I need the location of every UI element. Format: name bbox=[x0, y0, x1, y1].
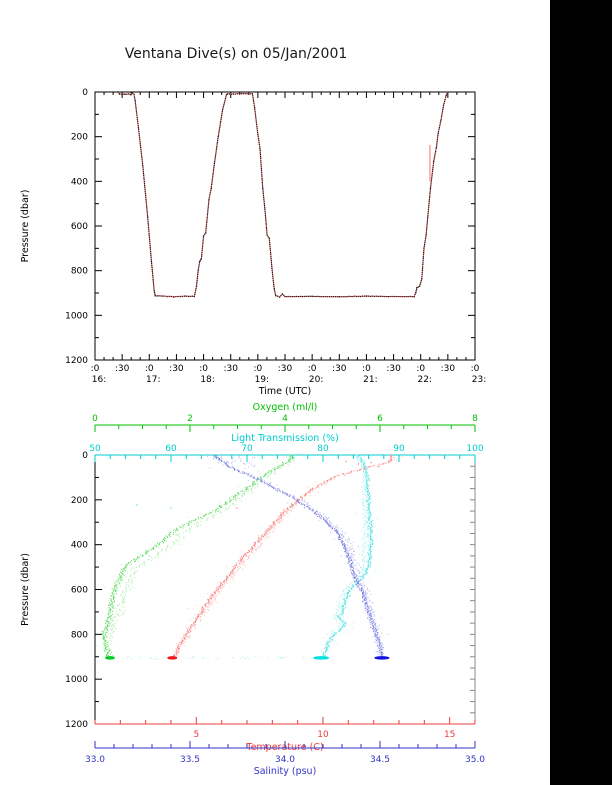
svg-text:1200: 1200 bbox=[65, 356, 88, 366]
svg-text::0: :0 bbox=[91, 364, 100, 374]
svg-text:5: 5 bbox=[193, 730, 199, 740]
svg-text:1000: 1000 bbox=[65, 311, 88, 321]
svg-text:2: 2 bbox=[187, 414, 193, 424]
svg-text::30: :30 bbox=[169, 364, 184, 374]
right-black-band bbox=[550, 0, 612, 785]
svg-text::0: :0 bbox=[362, 364, 371, 374]
svg-text:0: 0 bbox=[82, 88, 88, 98]
svg-text:21:: 21: bbox=[363, 375, 377, 385]
svg-text:34.5: 34.5 bbox=[370, 755, 390, 765]
dive-profile-dots bbox=[117, 91, 449, 298]
top-plot-pressure-axis: 0 200 400 600 800 1000 1200 Pressure (dbar) bbox=[20, 88, 475, 366]
svg-text:8: 8 bbox=[472, 414, 478, 424]
svg-text:0: 0 bbox=[92, 414, 98, 424]
svg-text:19:: 19: bbox=[255, 375, 269, 385]
svg-text:6: 6 bbox=[377, 414, 383, 424]
top-plot-time-axis: :016::30:017::30:018::30:019::30:020::30… bbox=[91, 92, 486, 397]
bottom-plot-pressure-axis: 0 200 400 600 800 1000 1200 Pressure (dbar) bbox=[20, 451, 102, 730]
salinity-axis: 33.0 33.5 34.0 34.5 35.0 Salinity (psu) bbox=[85, 741, 485, 777]
svg-text::30: :30 bbox=[386, 364, 401, 374]
svg-text:400: 400 bbox=[71, 177, 88, 187]
svg-text::0: :0 bbox=[199, 364, 208, 374]
svg-text::30: :30 bbox=[223, 364, 238, 374]
bottom-plot-right-border bbox=[470, 454, 476, 725]
svg-text:33.0: 33.0 bbox=[85, 755, 105, 765]
svg-text:1200: 1200 bbox=[65, 720, 88, 730]
svg-text:600: 600 bbox=[71, 586, 88, 596]
svg-text:10: 10 bbox=[317, 730, 329, 740]
svg-text::0: :0 bbox=[145, 364, 154, 374]
svg-text:Time (UTC): Time (UTC) bbox=[258, 386, 312, 397]
temperature-profile bbox=[167, 454, 403, 660]
svg-text::0: :0 bbox=[308, 364, 317, 374]
oxygen-profile-bottom-blob bbox=[104, 656, 115, 660]
svg-text:23:: 23: bbox=[472, 375, 486, 385]
svg-text:Salinity (psu): Salinity (psu) bbox=[254, 766, 317, 777]
svg-text:60: 60 bbox=[165, 444, 177, 454]
svg-text:17:: 17: bbox=[146, 375, 160, 385]
svg-text:70: 70 bbox=[241, 444, 253, 454]
oxygen-axis: 0 2 4 6 8 Oxygen (ml/l) bbox=[92, 402, 478, 432]
svg-text:600: 600 bbox=[71, 222, 88, 232]
svg-text::0: :0 bbox=[253, 364, 262, 374]
svg-text::30: :30 bbox=[278, 364, 293, 374]
svg-text:200: 200 bbox=[71, 496, 88, 506]
svg-text:Pressure (dbar): Pressure (dbar) bbox=[20, 190, 31, 263]
svg-text::0: :0 bbox=[416, 364, 425, 374]
svg-text:50: 50 bbox=[89, 444, 101, 454]
svg-text::30: :30 bbox=[441, 364, 456, 374]
salinity-profile-bottom-blob bbox=[374, 656, 390, 660]
svg-text:35.0: 35.0 bbox=[465, 755, 485, 765]
light-transmission-axis: 50 60 70 80 90 100 Light Transmission (%) bbox=[89, 433, 484, 462]
svg-text:200: 200 bbox=[71, 133, 88, 143]
svg-text:100: 100 bbox=[466, 444, 483, 454]
svg-text:16:: 16: bbox=[92, 375, 106, 385]
svg-text:90: 90 bbox=[393, 444, 405, 454]
svg-text::30: :30 bbox=[332, 364, 347, 374]
dive-profile-line bbox=[117, 91, 449, 298]
svg-text:800: 800 bbox=[71, 267, 88, 277]
svg-text:Light Transmission (%): Light Transmission (%) bbox=[231, 433, 339, 444]
page-title: Ventana Dive(s) on 05/Jan/2001 bbox=[124, 46, 348, 62]
svg-text:15: 15 bbox=[444, 730, 455, 740]
svg-text:0: 0 bbox=[82, 451, 88, 461]
svg-text::30: :30 bbox=[115, 364, 130, 374]
svg-text:Pressure (dbar): Pressure (dbar) bbox=[20, 553, 31, 626]
svg-text:18:: 18: bbox=[200, 375, 214, 385]
svg-text:4: 4 bbox=[282, 414, 288, 424]
svg-text:1000: 1000 bbox=[65, 675, 88, 685]
svg-text:800: 800 bbox=[71, 630, 88, 640]
top-plot-frame bbox=[94, 91, 476, 361]
svg-text::0: :0 bbox=[471, 364, 480, 374]
svg-text:33.5: 33.5 bbox=[180, 755, 200, 765]
temperature-profile-bottom-blob bbox=[167, 656, 178, 660]
light-transmission-profile bbox=[127, 454, 381, 661]
svg-text:400: 400 bbox=[71, 541, 88, 551]
svg-text:22:: 22: bbox=[417, 375, 431, 385]
svg-text:20:: 20: bbox=[309, 375, 323, 385]
svg-text:34.0: 34.0 bbox=[275, 755, 295, 765]
svg-text:Oxygen (ml/l): Oxygen (ml/l) bbox=[253, 402, 318, 413]
salinity-profile bbox=[207, 454, 390, 660]
oxygen-profile bbox=[96, 454, 295, 660]
light-transmission-profile-bottom-blob bbox=[313, 656, 330, 660]
svg-text:80: 80 bbox=[317, 444, 329, 454]
